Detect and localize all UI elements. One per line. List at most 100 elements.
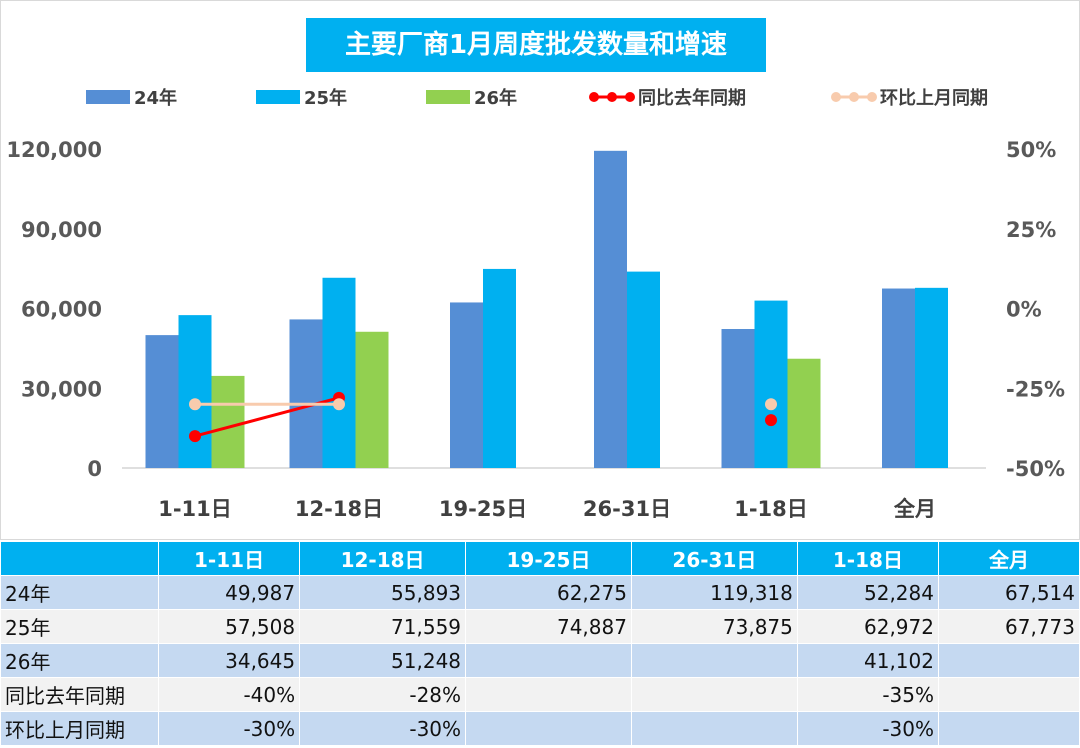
table-header: 1-18日: [796, 541, 939, 576]
table-header: 全月: [937, 541, 1080, 576]
bar-26年: [211, 375, 245, 468]
table-cell: 55,893: [299, 575, 467, 610]
chart-svg: 0 30,000 60,000 90,000 120,000 -50% -25% 0% 25% 5…: [0, 0, 1080, 540]
bar-24年: [594, 150, 627, 468]
table-cell: -30%: [157, 711, 301, 746]
table-cell: 67,514: [937, 575, 1080, 610]
point-环比上月同期: [189, 398, 201, 411]
legend-label: 同比去年同期: [638, 87, 746, 109]
legend-label: 26年: [474, 87, 517, 109]
row-label: 26年: [0, 643, 159, 678]
table-row: 环比上月同期 -30% -30% -30%: [0, 711, 1080, 746]
right-tick-label: -50%: [1006, 457, 1065, 481]
bar-24年: [721, 329, 755, 468]
table-cell: [465, 677, 632, 712]
table-cell: [937, 677, 1080, 712]
legend-marker: [607, 92, 617, 102]
table-cell: [465, 711, 632, 746]
bar-26年: [787, 358, 821, 468]
bar-25年: [627, 271, 660, 468]
legend-label: 24年: [134, 87, 177, 109]
chart-title: 主要厂商1月周度批发数量和增速: [306, 18, 766, 72]
table-cell: 51,248: [299, 643, 467, 678]
table-cell: 67,773: [937, 609, 1080, 644]
right-tick-label: 0%: [1006, 298, 1042, 322]
table-cell: -28%: [299, 677, 467, 712]
point-同比去年同期: [765, 414, 777, 427]
bar-25年: [322, 277, 356, 468]
table-row: 同比去年同期 -40% -28% -35%: [0, 677, 1080, 712]
legend-marker: [625, 92, 635, 102]
bar-25年: [754, 300, 788, 468]
data-table: 1-11日 12-18日 19-25日 26-31日 1-18日 全月 24年 49,987…: [0, 541, 1080, 746]
row-label: 25年: [0, 609, 159, 644]
bar-26年: [355, 331, 389, 468]
right-tick-label: 25%: [1006, 218, 1056, 242]
table-cell: 62,972: [796, 609, 939, 644]
legend-swatch: [426, 90, 470, 104]
right-tick-label: 50%: [1006, 138, 1056, 162]
table-cell: 74,887: [465, 609, 632, 644]
right-tick-label: -25%: [1006, 377, 1065, 401]
bar-25年: [483, 268, 516, 468]
table-header: 12-18日: [299, 541, 467, 576]
bar-25年: [915, 287, 948, 468]
x-tick-label: 19-25日: [439, 497, 527, 521]
table-cell: -35%: [796, 677, 939, 712]
x-tick-label: 1-18日: [734, 497, 808, 521]
row-label: 同比去年同期: [0, 677, 159, 712]
x-tick-label: 12-18日: [295, 497, 383, 521]
table-cell: 119,318: [630, 575, 798, 610]
table-header: 26-31日: [630, 541, 798, 576]
legend-label: 环比上月同期: [880, 88, 988, 109]
bar-25年: [178, 315, 212, 468]
point-环比上月同期: [765, 398, 777, 411]
table-cell: 62,275: [465, 575, 632, 610]
table-cell: 57,508: [157, 609, 301, 644]
table-header: [0, 541, 159, 576]
legend-label: 25年: [304, 87, 347, 109]
row-label: 24年: [0, 575, 159, 610]
row-label: 环比上月同期: [0, 711, 159, 746]
left-tick-label: 0: [87, 457, 102, 481]
legend-swatch: [86, 90, 130, 104]
table-cell: -30%: [299, 711, 467, 746]
bar-24年: [450, 302, 483, 468]
table-row: 24年 49,987 55,893 62,275 119,318 52,284 67,514: [0, 575, 1080, 610]
table-row: 26年 34,645 51,248 41,102: [0, 643, 1080, 678]
left-tick-label: 60,000: [21, 298, 102, 322]
table-cell: [465, 643, 632, 678]
table-header: 1-11日: [157, 541, 301, 576]
table-cell: 34,645: [157, 643, 301, 678]
table-cell: 41,102: [796, 643, 939, 678]
legend-swatch: [256, 90, 300, 104]
bar-24年: [145, 335, 179, 468]
bar-24年: [289, 319, 323, 468]
left-tick-label: 90,000: [21, 218, 102, 242]
table-cell: 49,987: [157, 575, 301, 610]
table-cell: [630, 643, 798, 678]
table-cell: [630, 711, 798, 746]
legend-marker: [849, 92, 859, 102]
table-cell: -40%: [157, 677, 301, 712]
legend-marker: [831, 92, 841, 102]
left-tick-label: 30,000: [21, 377, 102, 401]
legend-marker: [867, 92, 877, 102]
legend-marker: [589, 92, 599, 102]
table-cell: -30%: [796, 711, 939, 746]
point-环比上月同期: [333, 398, 345, 411]
table-cell: [630, 677, 798, 712]
point-同比去年同期: [189, 430, 201, 443]
table-cell: [937, 711, 1080, 746]
x-tick-label: 1-11日: [158, 497, 232, 521]
x-tick-label: 全月: [893, 497, 936, 521]
table-cell: 73,875: [630, 609, 798, 644]
table-cell: 71,559: [299, 609, 467, 644]
table-cell: 52,284: [796, 575, 939, 610]
left-tick-label: 120,000: [6, 138, 102, 162]
x-tick-label: 26-31日: [583, 497, 671, 521]
bar-24年: [882, 288, 915, 468]
table-cell: [937, 643, 1080, 678]
table-row: 25年 57,508 71,559 74,887 73,875 62,972 67,773: [0, 609, 1080, 644]
